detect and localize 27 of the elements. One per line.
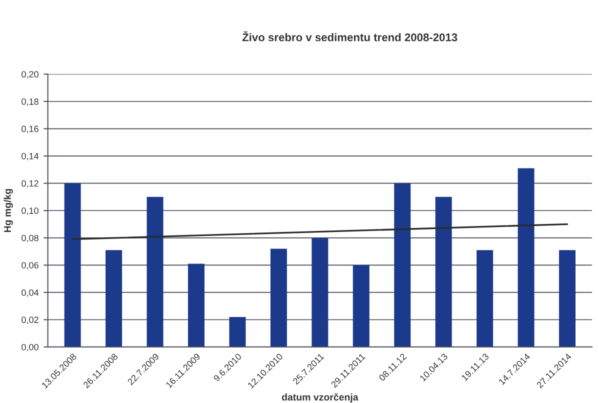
y-tick-label: 0,00: [22, 344, 38, 352]
bar: [64, 183, 81, 347]
y-tick-label: 0,02: [22, 316, 38, 324]
bar: [146, 196, 164, 347]
y-tick-label: 0,16: [22, 126, 38, 134]
y-tick-label: 0,14: [22, 152, 39, 160]
bar: [352, 265, 370, 347]
bar: [106, 250, 122, 347]
y-tick-label: 0,18: [22, 98, 38, 106]
bar: [270, 248, 287, 347]
y-tick-label: 0,10: [22, 208, 38, 215]
bar: [518, 168, 534, 347]
y-tick-label: 0,06: [22, 262, 38, 270]
y-tick-label: 0,04: [22, 289, 39, 297]
y-tick-label: 0,12: [22, 180, 38, 188]
y-tick-label: 0,08: [22, 234, 38, 242]
bar: [394, 183, 411, 347]
bar: [188, 264, 204, 347]
bar: [312, 238, 328, 347]
y-axis-title: Hg mg/kg: [4, 189, 13, 232]
bar: [476, 250, 494, 347]
x-axis-title: datum vzorčenja: [282, 393, 358, 402]
bar: [435, 196, 452, 347]
bar: [559, 250, 576, 347]
y-tick-label: 0,20: [22, 71, 38, 79]
bar: [229, 316, 246, 347]
chart-title: Živo srebro v sedimentu trend 2008-2013: [242, 31, 458, 42]
